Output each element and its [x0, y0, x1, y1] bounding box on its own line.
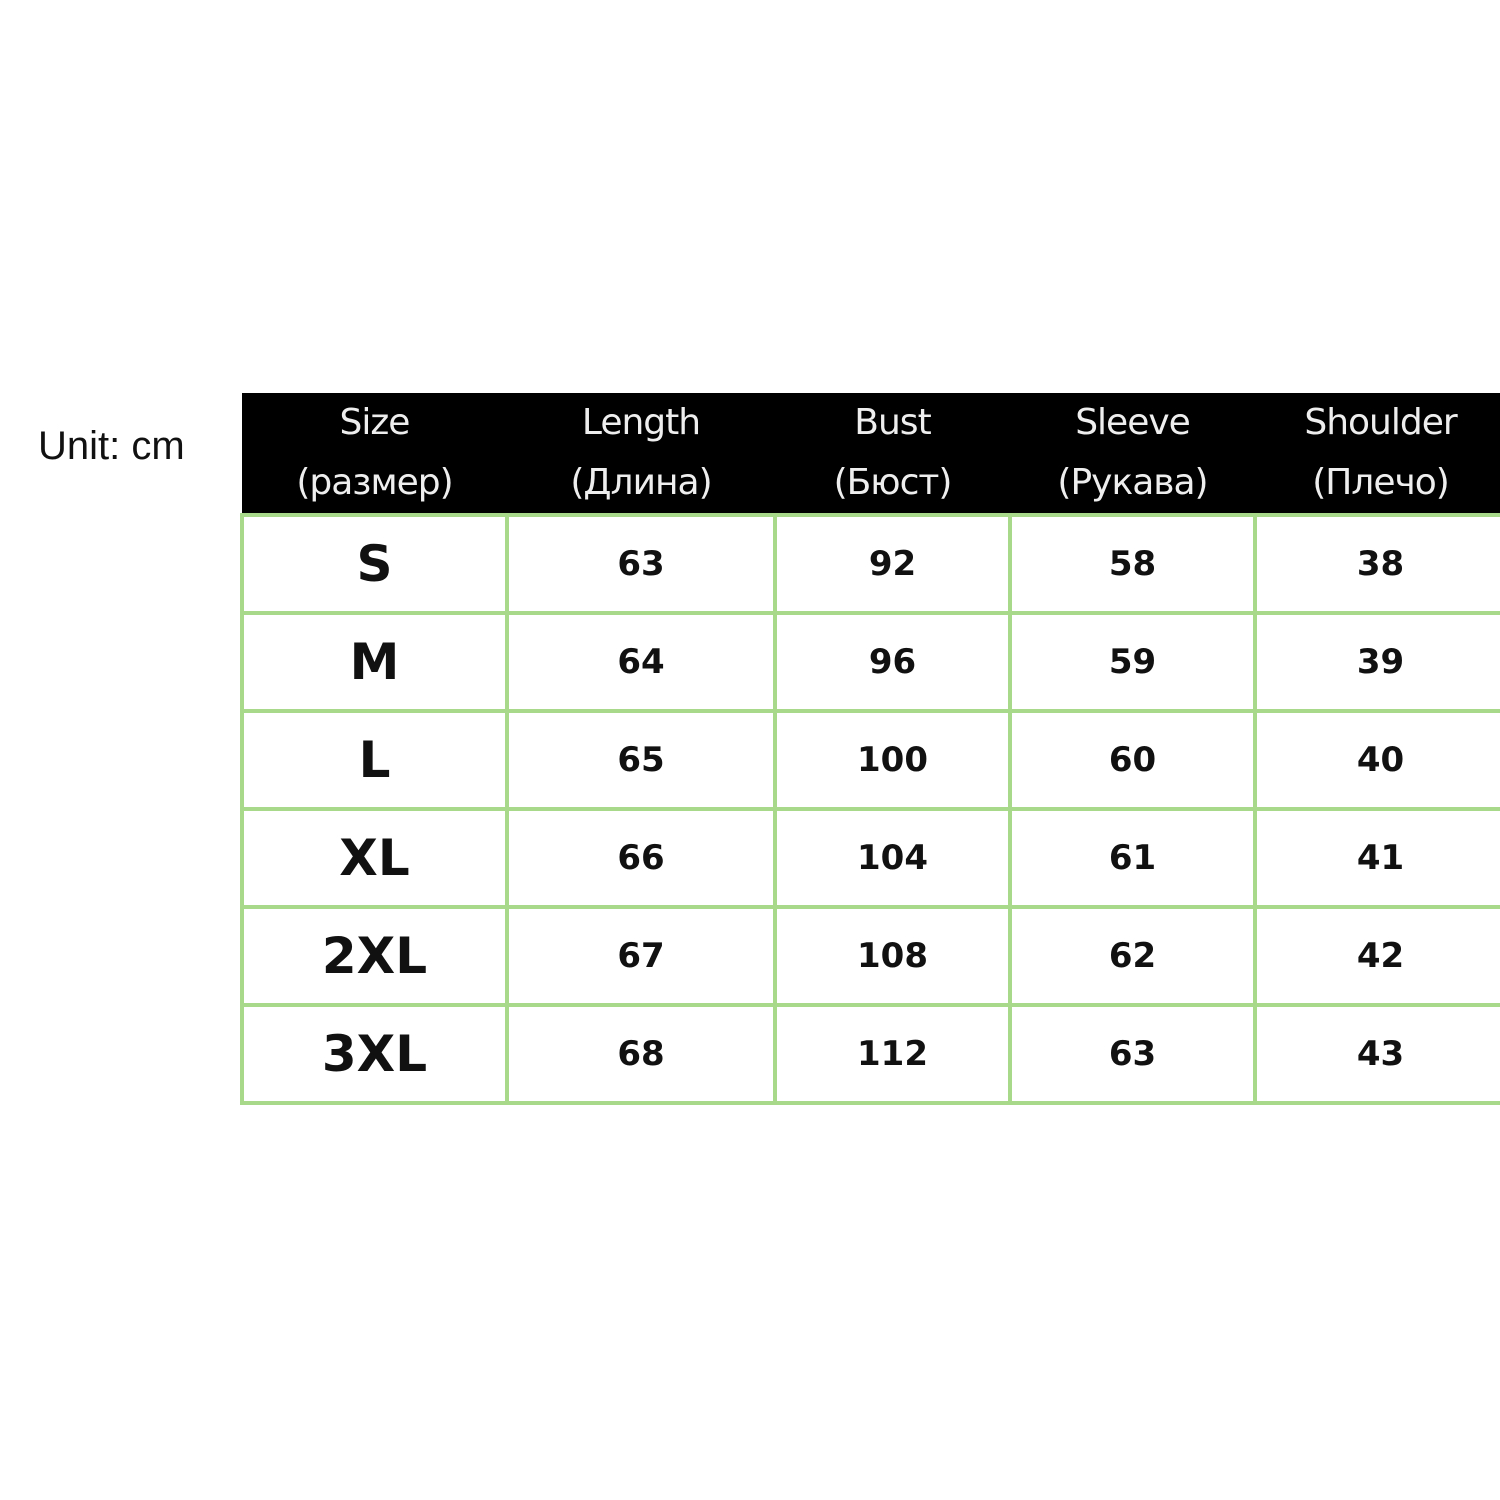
value-cell: 104	[773, 807, 1012, 909]
value-cell: 40	[1253, 709, 1500, 811]
column-header: Bust (Бюст)	[775, 393, 1010, 515]
header-ru: (Рукава)	[1057, 462, 1208, 503]
header-en: Length	[581, 402, 701, 443]
value-cell: 58	[1008, 513, 1257, 615]
column-header: Size (размер)	[242, 393, 507, 515]
header-ru: (размер)	[296, 462, 453, 503]
table-row: M 64 96 59 39	[240, 611, 1500, 713]
header-ru: (Длина)	[570, 462, 712, 503]
size-table: Size (размер) Length (Длина) Bust (Бюст) Sleev…	[240, 393, 1500, 1105]
table-row: L 65 100 60 40	[240, 709, 1500, 811]
value-cell: 96	[773, 611, 1012, 713]
value-cell: 65	[505, 709, 777, 811]
value-cell: 66	[505, 807, 777, 909]
table-row: 3XL 68 112 63 43	[240, 1003, 1500, 1105]
size-cell: M	[240, 611, 509, 713]
size-cell: XL	[240, 807, 509, 909]
size-cell: 2XL	[240, 905, 509, 1007]
value-cell: 63	[1008, 1003, 1257, 1105]
value-cell: 68	[505, 1003, 777, 1105]
value-cell: 61	[1008, 807, 1257, 909]
header-en: Shoulder	[1304, 402, 1457, 443]
value-cell: 42	[1253, 905, 1500, 1007]
header-en: Bust	[854, 402, 931, 443]
value-cell: 100	[773, 709, 1012, 811]
value-cell: 67	[505, 905, 777, 1007]
header-ru: (Плечо)	[1312, 462, 1450, 503]
value-cell: 63	[505, 513, 777, 615]
column-header: Shoulder (Плечо)	[1255, 393, 1500, 515]
header-en: Size	[339, 402, 411, 443]
size-cell: 3XL	[240, 1003, 509, 1105]
table-row: XL 66 104 61 41	[240, 807, 1500, 909]
table-row: 2XL 67 108 62 42	[240, 905, 1500, 1007]
size-cell: S	[240, 513, 509, 615]
value-cell: 60	[1008, 709, 1257, 811]
column-header: Sleeve (Рукава)	[1010, 393, 1255, 515]
table-row: S 63 92 58 38	[240, 513, 1500, 615]
value-cell: 64	[505, 611, 777, 713]
value-cell: 92	[773, 513, 1012, 615]
value-cell: 43	[1253, 1003, 1500, 1105]
size-chart: Size (размер) Length (Длина) Bust (Бюст) Sleev…	[240, 393, 1500, 1107]
value-cell: 62	[1008, 905, 1257, 1007]
header-en: Sleeve	[1075, 402, 1191, 443]
value-cell: 38	[1253, 513, 1500, 615]
column-header: Length (Длина)	[507, 393, 775, 515]
value-cell: 39	[1253, 611, 1500, 713]
value-cell: 41	[1253, 807, 1500, 909]
size-cell: L	[240, 709, 509, 811]
header-row: Size (размер) Length (Длина) Bust (Бюст) Sleev…	[242, 393, 1500, 515]
value-cell: 59	[1008, 611, 1257, 713]
unit-label: Unit: cm	[38, 424, 185, 468]
value-cell: 112	[773, 1003, 1012, 1105]
value-cell: 108	[773, 905, 1012, 1007]
header-ru: (Бюст)	[833, 462, 953, 503]
